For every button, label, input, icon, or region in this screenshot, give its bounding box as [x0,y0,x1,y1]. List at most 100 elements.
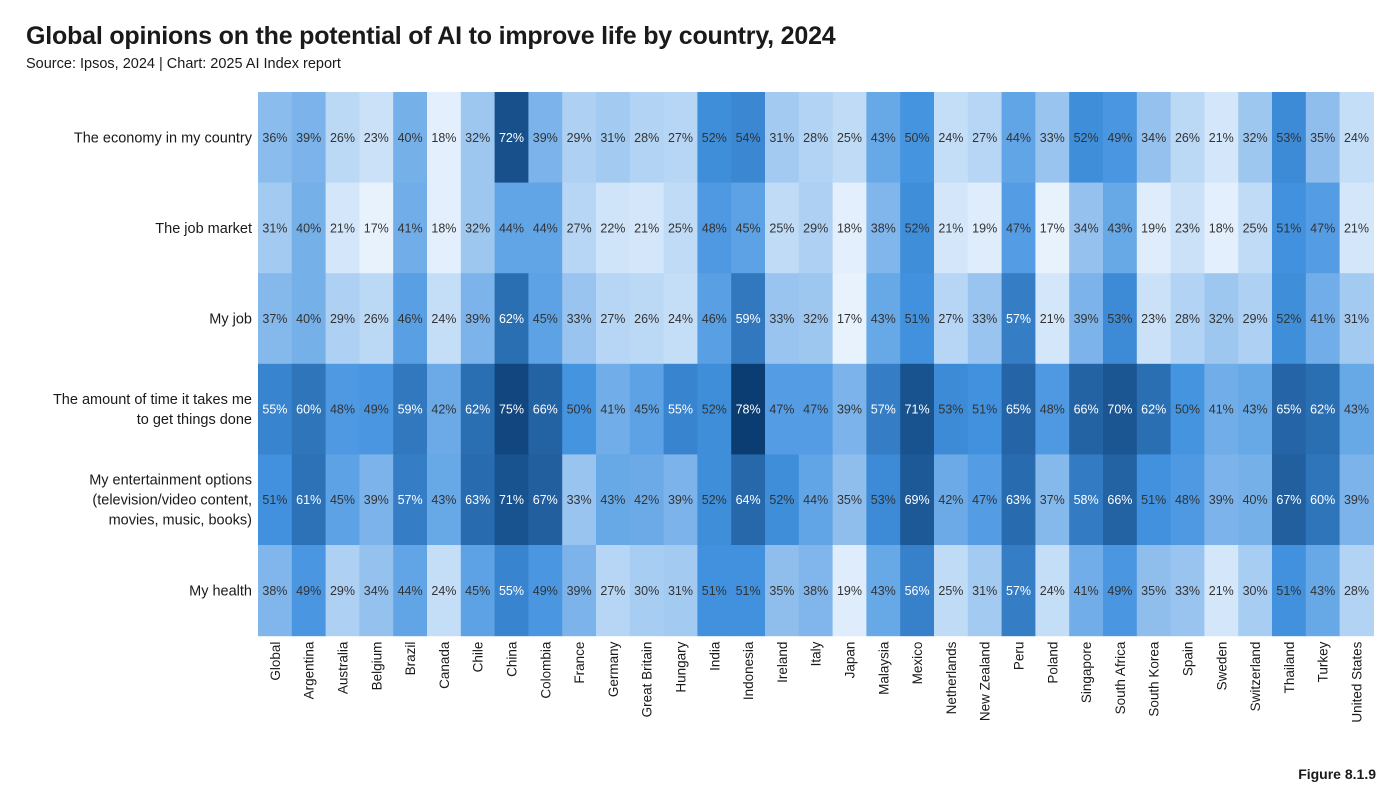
heatmap-cell [1001,182,1036,274]
heatmap-cell [562,454,597,546]
heatmap-cell [1170,273,1205,365]
cell-value-label: 24% [431,312,456,326]
heatmap-cell [528,182,563,274]
cell-value-label: 38% [871,221,896,235]
cell-value-label: 29% [330,584,355,598]
cell-value-label: 75% [499,403,524,417]
cell-value-label: 57% [1006,312,1031,326]
heatmap-cell [1238,92,1273,184]
cell-value-label: 53% [871,493,896,507]
column-label: Canada [437,641,452,689]
cell-value-label: 46% [702,312,727,326]
column-label: Belgium [369,642,384,691]
row-label: My health [189,583,252,599]
heatmap-cell [1103,92,1138,184]
cell-value-label: 50% [905,131,930,145]
cell-value-label: 60% [1310,493,1335,507]
cell-value-label: 18% [1209,221,1234,235]
heatmap-cell [494,273,529,365]
heatmap-cell [325,273,360,365]
cell-value-label: 49% [1107,131,1132,145]
cell-value-label: 21% [634,221,659,235]
heatmap-cell [1170,454,1205,546]
heatmap-cell [1136,454,1172,546]
cell-value-label: 47% [803,403,828,417]
heatmap-cell [528,545,563,637]
heatmap-cell [765,182,800,274]
cell-value-label: 31% [1344,312,1369,326]
cell-value-label: 27% [600,312,625,326]
column-label: Switzerland [1248,642,1263,712]
heatmap-cell [427,545,462,637]
cell-value-label: 45% [736,221,761,235]
column-label: Peru [1012,642,1027,671]
heatmap-cell [832,182,867,274]
heatmap-cell [731,545,766,637]
heatmap-cell [765,454,800,546]
heatmap-cell [325,363,360,455]
cell-value-label: 62% [1141,403,1166,417]
cell-value-label: 17% [837,312,862,326]
heatmap-cell [427,363,462,455]
cell-value-label: 45% [634,403,659,417]
cell-value-label: 47% [972,493,997,507]
heatmap-cell [765,273,800,365]
cell-value-label: 30% [1243,584,1268,598]
cell-value-label: 19% [1141,221,1166,235]
cell-value-label: 29% [330,312,355,326]
heatmap-cell [1136,273,1172,365]
heatmap-cell [460,363,496,455]
heatmap-cell [1339,363,1374,455]
heatmap-cell [1069,182,1104,274]
heatmap-cell [798,545,834,637]
cell-value-label: 59% [398,403,423,417]
cell-value-label: 31% [668,584,693,598]
heatmap-cell [359,92,394,184]
heatmap-cell [663,273,698,365]
heatmap-cell [427,454,462,546]
heatmap-cell [359,454,394,546]
chart-subtitle: Source: Ipsos, 2024 | Chart: 2025 AI Ind… [26,56,341,72]
cell-value-label: 48% [1175,493,1200,507]
heatmap-cell [1272,454,1307,546]
heatmap-cell [866,545,901,637]
cell-value-label: 21% [1040,312,1065,326]
cell-value-label: 21% [1344,221,1369,235]
cell-value-label: 45% [330,493,355,507]
column-label: Sweden [1214,642,1229,691]
heatmap-cell [460,545,496,637]
cell-value-label: 40% [398,131,423,145]
heatmap-cell [1305,273,1341,365]
cell-value-label: 39% [1074,312,1099,326]
cell-value-label: 26% [330,131,355,145]
cell-value-label: 32% [465,221,490,235]
cell-value-label: 39% [1344,493,1369,507]
heatmap-cell [528,273,563,365]
cell-value-label: 44% [533,221,558,235]
cell-value-label: 24% [431,584,456,598]
heatmap-cell [258,545,293,637]
heatmap-cell [1305,182,1341,274]
cell-value-label: 40% [296,221,321,235]
heatmap-cell [934,182,969,274]
cell-value-label: 28% [1344,584,1369,598]
heatmap-cell [1170,182,1205,274]
cell-value-label: 44% [803,493,828,507]
heatmap-cell [291,182,327,274]
heatmap-cell [494,363,529,455]
cell-value-label: 26% [634,312,659,326]
cell-value-label: 43% [1243,403,1268,417]
column-label: Netherlands [944,641,959,714]
row-label: The amount of time it takes me to get thi… [53,392,252,428]
heatmap-cell [291,545,327,637]
heatmap-cell [1001,545,1036,637]
heatmap-cell [1305,545,1341,637]
cell-value-label: 26% [1175,131,1200,145]
heatmap-cell [663,454,698,546]
heatmap-cell [325,92,360,184]
cell-value-label: 41% [600,403,625,417]
heatmap-cell [1238,363,1273,455]
cell-value-label: 18% [431,131,456,145]
cell-value-label: 35% [837,493,862,507]
column-label: Chile [471,642,486,673]
